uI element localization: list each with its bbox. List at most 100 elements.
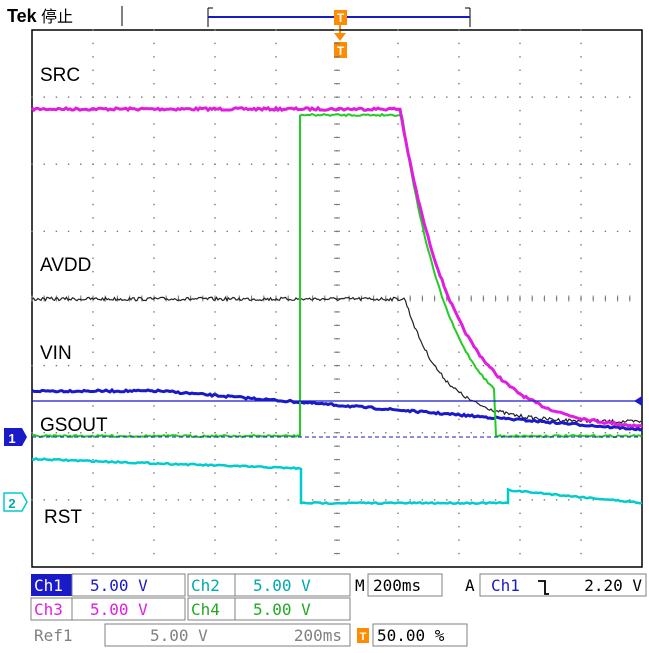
graticule-dot [458, 526, 460, 528]
graticule-dot [275, 203, 277, 206]
trigger-marker-top[interactable]: T [334, 10, 347, 25]
graticule-dot [275, 69, 277, 71]
graticule-dot [458, 539, 460, 541]
graticule-dot [141, 230, 143, 233]
graticule-dot [275, 338, 277, 340]
graticule-dot [458, 244, 460, 246]
ch2-ground-marker[interactable]: 2 [3, 492, 28, 512]
graticule-dot [80, 432, 82, 434]
graticule-dot [275, 190, 277, 192]
graticule-dot [519, 432, 521, 434]
graticule-dot [92, 364, 94, 367]
ch3-name: Ch3 [34, 600, 63, 619]
graticule-dot [153, 499, 155, 501]
graticule-dot [153, 351, 155, 353]
graticule-dot [360, 499, 363, 501]
graticule-dot [446, 364, 448, 367]
graticule-dot [385, 364, 387, 367]
run-state-label: 停止 [41, 7, 73, 26]
graticule-dot [372, 432, 375, 434]
graticule-dot [592, 230, 594, 233]
graticule-dot [55, 96, 58, 98]
trigger-readout[interactable]: A Ch1 2.20 V [465, 573, 647, 597]
graticule-dot [153, 163, 155, 165]
trigger-prefix: A [465, 576, 475, 595]
graticule-dot [580, 539, 582, 541]
readout-panel: Ch1 5.00 V Ch2 5.00 V M 200ms A Ch1 2.20… [30, 573, 647, 647]
graticule-dot [214, 351, 216, 353]
graticule-dot [519, 244, 521, 246]
graticule-dot [604, 230, 607, 233]
graticule-dot [409, 499, 411, 501]
graticule-dot [153, 29, 155, 31]
ch4-readout[interactable]: Ch4 5.00 V [187, 597, 351, 621]
graticule-dot [519, 472, 521, 474]
trigger-position-label: T [337, 44, 345, 58]
graticule-dot [397, 552, 399, 555]
graticule-dot [92, 485, 94, 488]
ch2-readout[interactable]: Ch2 5.00 V [187, 573, 351, 597]
trigger-position-value: 50.00 % [377, 626, 445, 645]
graticule-dot [214, 257, 216, 259]
trigger-position-readout[interactable]: T 50.00 % [357, 623, 468, 647]
graticule-dot [458, 485, 460, 488]
graticule-dot [92, 123, 94, 125]
graticule-dot [92, 512, 94, 514]
graticule-dot [287, 364, 289, 367]
graticule-dot [214, 123, 216, 125]
graticule-dot [580, 378, 582, 380]
trigger-position-box [334, 42, 347, 58]
graticule-dot [458, 445, 460, 447]
graticule-dot [311, 499, 314, 501]
ch1-readout[interactable]: Ch1 5.00 V [31, 573, 186, 597]
graticule-dot [226, 364, 228, 367]
graticule-dot [67, 230, 70, 233]
trigger-position-marker[interactable]: T [334, 42, 347, 58]
graticule-dot [128, 96, 131, 98]
ch1-marker-shape [4, 428, 27, 446]
graticule-dot [189, 96, 192, 98]
graticule-dot [519, 499, 521, 501]
trigger-level-arrow-icon[interactable] [634, 396, 642, 406]
graticule-dot [116, 163, 119, 165]
graticule-dot [92, 257, 94, 259]
graticule-dot [250, 163, 253, 165]
graticule-dot [519, 83, 521, 85]
graticule-dot [458, 512, 460, 514]
graticule-dot [458, 351, 460, 353]
graticule-dot [580, 405, 582, 407]
graticule-dot [494, 163, 497, 165]
graticule-dot [519, 96, 521, 98]
graticule-dot [275, 405, 277, 407]
graticule-dot [67, 163, 70, 165]
graticule-dot [104, 364, 106, 367]
graticule-dot [519, 539, 521, 541]
ch3-readout[interactable]: Ch3 5.00 V [30, 597, 186, 621]
ref1-readout[interactable]: Ref1 5.00 V 200ms [34, 623, 351, 647]
graticule-dot [397, 83, 399, 85]
graticule-dot [128, 163, 131, 165]
graticule-dot [275, 351, 277, 353]
graticule-dot [519, 445, 521, 447]
graticule-dot [397, 351, 399, 353]
horizontal-scale-readout[interactable]: M 200ms [355, 573, 443, 597]
ch1-ground-marker[interactable]: 1 [4, 428, 27, 446]
graticule-dot [153, 257, 155, 259]
graticule-dot [275, 123, 277, 125]
graticule-dot [519, 485, 521, 488]
graticule-dot [507, 230, 509, 233]
graticule-dot [397, 418, 399, 421]
graticule-dot [214, 458, 216, 461]
graticule-dot [275, 378, 277, 380]
graticule-dot [385, 432, 387, 434]
graticule-dot [409, 96, 411, 98]
trigger-position-value-box [372, 623, 468, 647]
graticule-dot [629, 364, 631, 367]
graticule-dot [482, 96, 485, 98]
graticule-dot [189, 432, 192, 434]
graticule-dot [446, 96, 448, 98]
graticule-dot [616, 163, 619, 165]
graticule-dot [324, 364, 326, 367]
graticule-dot [275, 485, 277, 488]
graticule-dot [458, 83, 460, 85]
